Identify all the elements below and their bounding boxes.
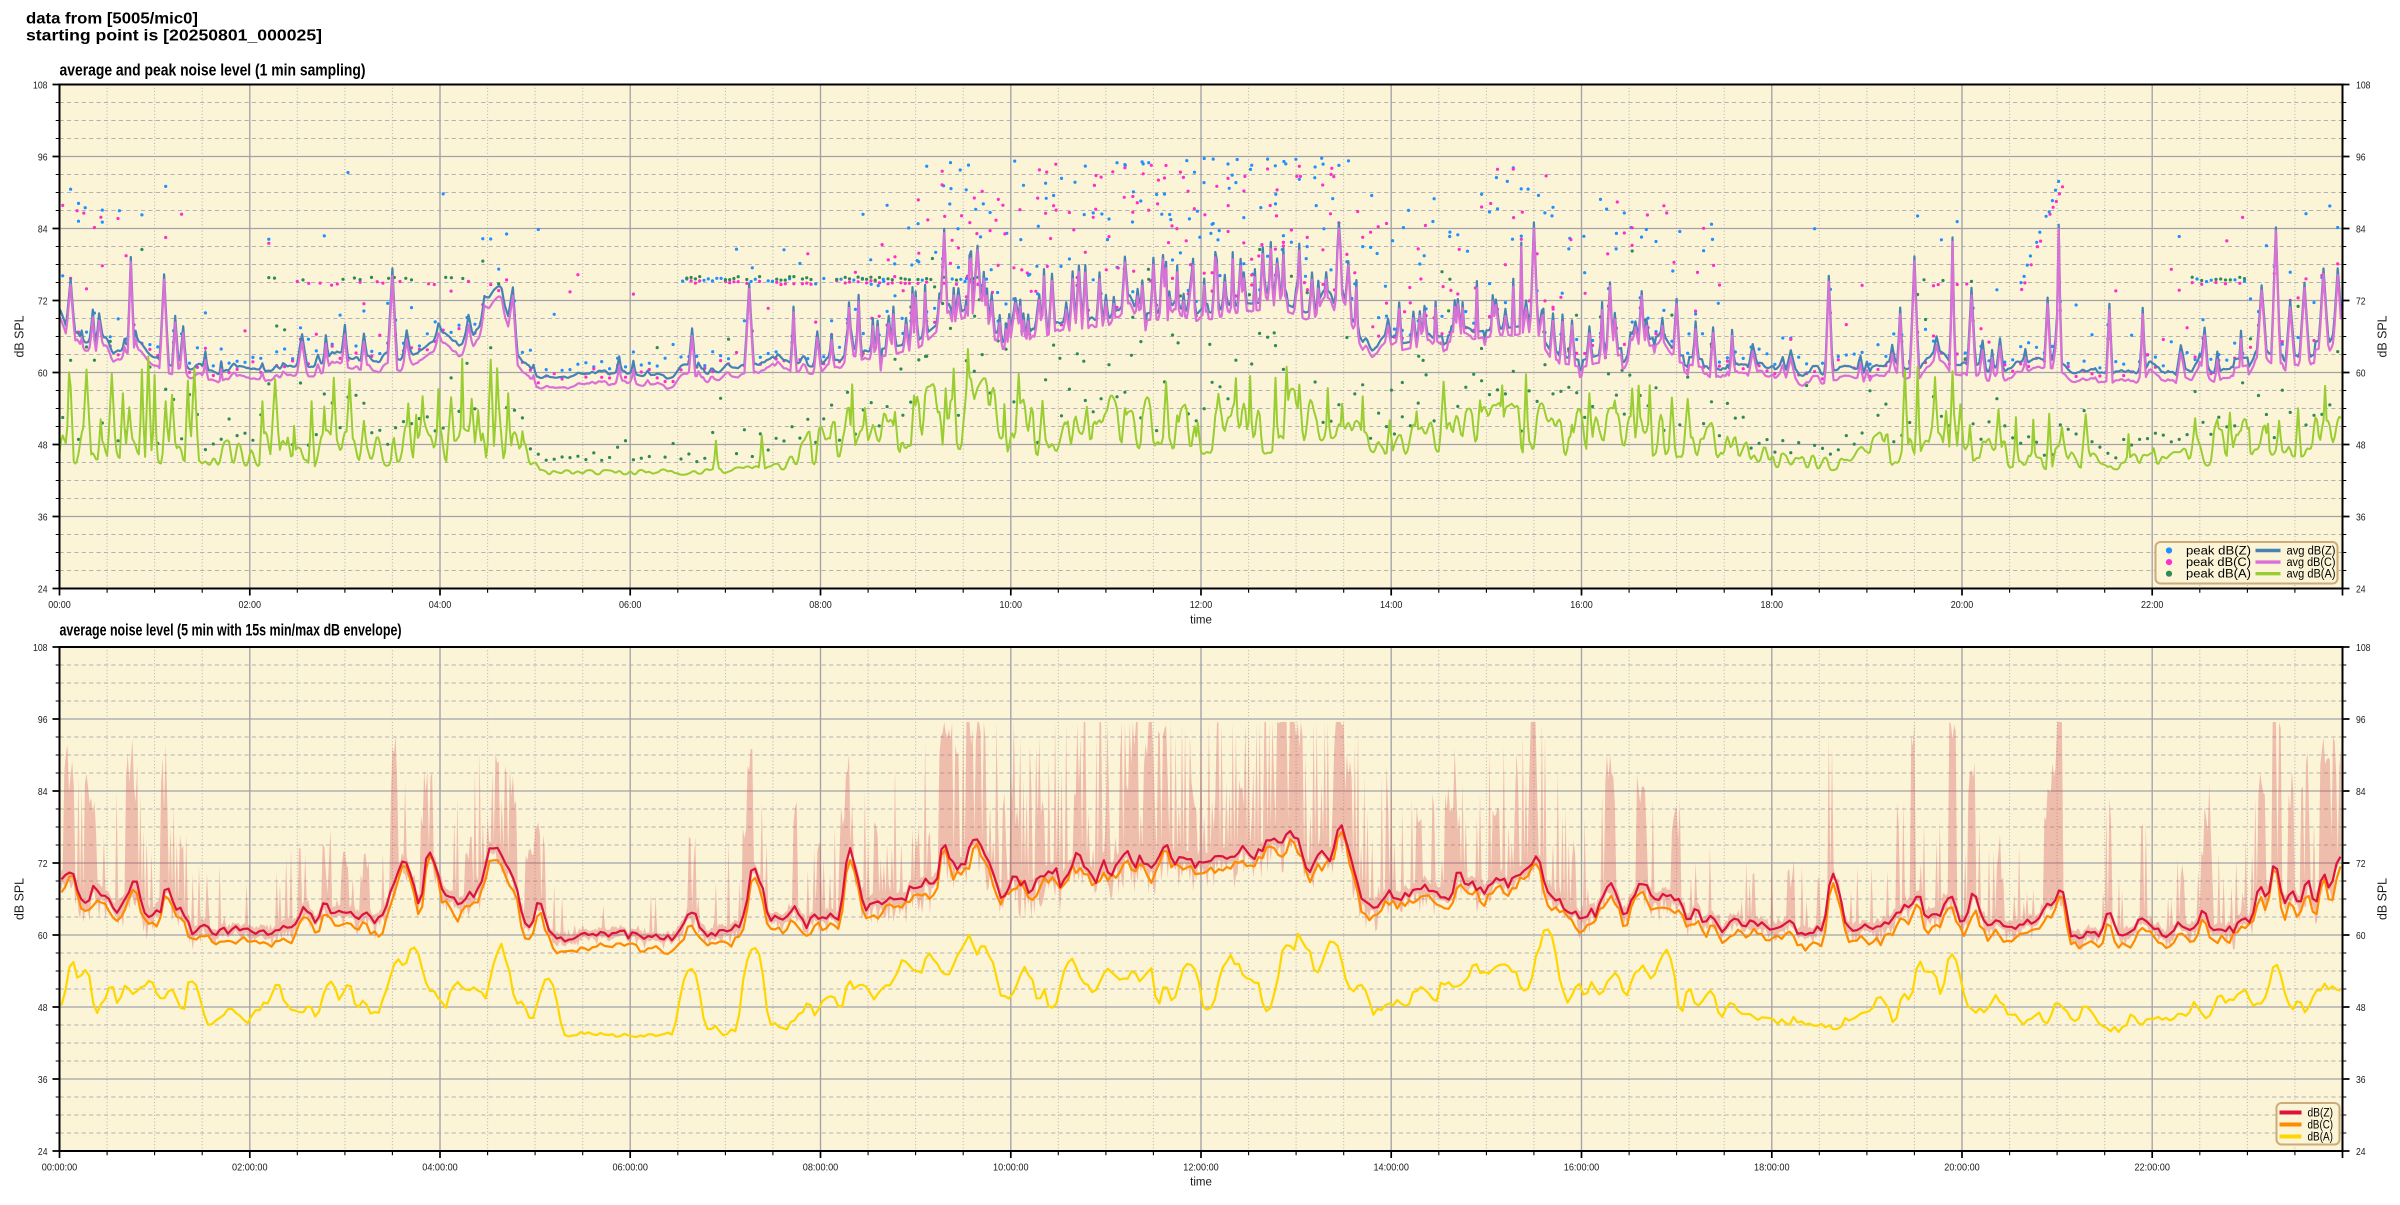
svg-text:72: 72 [2356,296,2366,308]
svg-text:12:00: 12:00 [1190,599,1213,611]
svg-text:14:00: 14:00 [1380,599,1403,611]
svg-text:avg dB(Z): avg dB(Z) [2287,546,2336,558]
svg-text:84: 84 [2356,224,2366,236]
svg-text:108: 108 [33,642,48,654]
svg-text:dB SPL: dB SPL [2376,878,2390,920]
svg-text:36: 36 [38,512,48,524]
svg-text:36: 36 [38,1074,48,1086]
svg-text:10:00: 10:00 [1000,599,1023,611]
svg-text:24: 24 [2356,584,2366,596]
svg-text:84: 84 [38,224,48,236]
svg-text:96: 96 [38,714,48,726]
svg-text:60: 60 [2356,930,2366,942]
svg-text:36: 36 [2356,1074,2366,1086]
svg-text:dB SPL: dB SPL [13,315,27,357]
svg-text:96: 96 [2356,714,2366,726]
svg-text:16:00: 16:00 [1570,599,1593,611]
svg-text:dB SPL: dB SPL [2376,315,2390,357]
svg-text:starting point is [20250801_00: starting point is [20250801_000025] [26,28,322,45]
svg-text:84: 84 [38,786,48,798]
svg-text:96: 96 [38,152,48,164]
svg-text:time: time [1190,1177,1212,1189]
svg-text:04:00: 04:00 [429,599,452,611]
svg-text:16:00:00: 16:00:00 [1564,1162,1600,1174]
svg-text:10:00:00: 10:00:00 [993,1162,1029,1174]
svg-text:14:00:00: 14:00:00 [1373,1162,1409,1174]
svg-text:20:00:00: 20:00:00 [1944,1162,1980,1174]
svg-text:60: 60 [2356,368,2366,380]
svg-text:02:00:00: 02:00:00 [232,1162,268,1174]
svg-text:108: 108 [2356,80,2371,92]
svg-text:06:00:00: 06:00:00 [612,1162,648,1174]
svg-text:108: 108 [2356,642,2371,654]
svg-text:00:00: 00:00 [48,599,71,611]
svg-text:avg dB(C): avg dB(C) [2287,557,2336,569]
svg-text:48: 48 [38,440,48,452]
svg-text:average noise level (5 min wit: average noise level (5 min with 15s min/… [60,622,402,640]
svg-text:18:00: 18:00 [1761,599,1784,611]
svg-text:02:00: 02:00 [239,599,262,611]
svg-text:24: 24 [38,1146,48,1158]
svg-text:20:00: 20:00 [1951,599,1974,611]
svg-text:dB(C): dB(C) [2308,1120,2334,1132]
svg-text:dB(A): dB(A) [2308,1132,2334,1144]
svg-text:48: 48 [38,1002,48,1014]
svg-text:48: 48 [2356,440,2366,452]
svg-text:peak dB(C): peak dB(C) [2186,557,2251,569]
svg-text:dB(Z): dB(Z) [2308,1108,2334,1120]
svg-text:24: 24 [2356,1146,2366,1158]
svg-text:avg dB(A): avg dB(A) [2287,569,2336,581]
svg-text:12:00:00: 12:00:00 [1183,1162,1219,1174]
svg-text:36: 36 [2356,512,2366,524]
svg-text:60: 60 [38,930,48,942]
svg-text:04:00:00: 04:00:00 [422,1162,458,1174]
svg-text:dB SPL: dB SPL [13,878,27,920]
svg-text:peak dB(Z): peak dB(Z) [2186,546,2251,558]
svg-text:peak dB(A): peak dB(A) [2186,569,2251,581]
svg-text:72: 72 [2356,858,2366,870]
svg-text:data from [5005/mic0]: data from [5005/mic0] [26,11,198,28]
svg-text:average and peak noise level (: average and peak noise level (1 min samp… [60,62,366,80]
svg-text:06:00: 06:00 [619,599,642,611]
svg-text:00:00:00: 00:00:00 [42,1162,78,1174]
svg-text:72: 72 [38,296,48,308]
svg-text:60: 60 [38,368,48,380]
svg-text:108: 108 [33,80,48,92]
svg-text:24: 24 [38,584,48,596]
svg-text:22:00:00: 22:00:00 [2134,1162,2170,1174]
svg-text:22:00: 22:00 [2141,599,2164,611]
svg-text:84: 84 [2356,786,2366,798]
svg-text:08:00:00: 08:00:00 [803,1162,839,1174]
svg-text:96: 96 [2356,152,2366,164]
svg-text:time: time [1190,615,1212,627]
svg-text:72: 72 [38,858,48,870]
svg-text:18:00:00: 18:00:00 [1754,1162,1790,1174]
svg-text:48: 48 [2356,1002,2366,1014]
svg-text:08:00: 08:00 [809,599,832,611]
